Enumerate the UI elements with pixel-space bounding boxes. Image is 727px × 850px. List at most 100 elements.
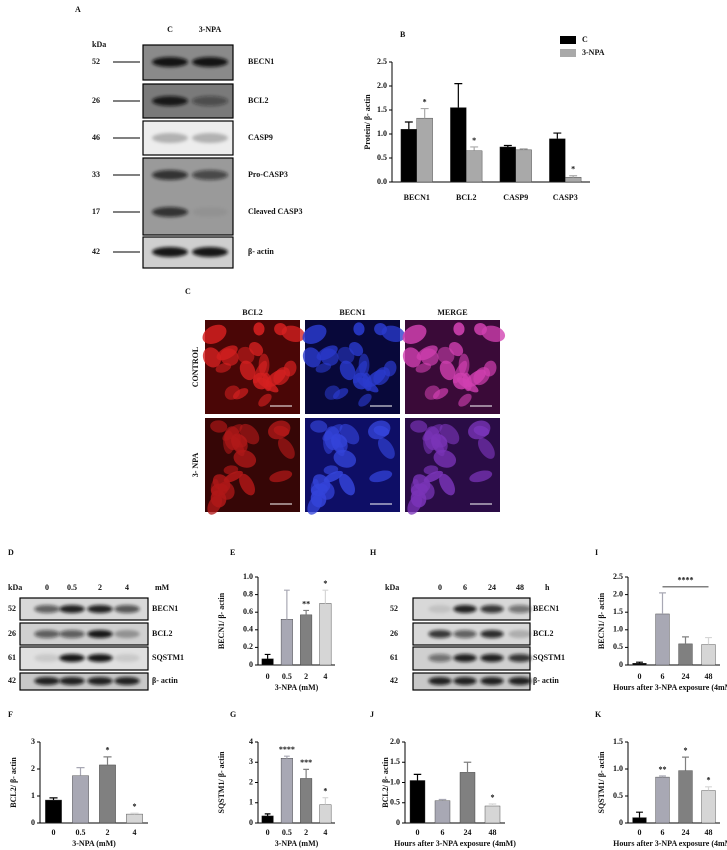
kda-marker: 52 <box>8 604 16 613</box>
x-tick-label: 2 <box>304 828 308 837</box>
y-tick-label: 2.0 <box>613 589 623 598</box>
error-bar <box>49 797 58 801</box>
cell <box>453 360 467 384</box>
band <box>152 57 188 67</box>
y-tick-label: 0.5 <box>613 791 623 800</box>
bar <box>319 804 332 824</box>
kda-marker: 42 <box>8 676 16 685</box>
cell <box>437 346 455 364</box>
bar <box>678 770 693 824</box>
blot-box <box>142 157 234 236</box>
band <box>87 677 113 685</box>
error-bar <box>636 661 643 664</box>
x-tick-label: 0 <box>638 828 642 837</box>
legend-swatch <box>560 36 576 44</box>
lane-label: 0.5 <box>67 583 77 592</box>
x-tick-label: 0.5 <box>282 672 292 681</box>
band <box>152 133 188 143</box>
significance: * <box>323 787 327 796</box>
error-bar <box>420 107 429 119</box>
lane-label: 3-NPA <box>199 25 222 34</box>
bar <box>515 149 532 183</box>
panel-label: B <box>400 30 406 39</box>
y-tick-label: 1 <box>31 791 35 800</box>
protein-name: BECN1 <box>533 604 559 613</box>
band <box>34 677 60 685</box>
cell <box>302 324 327 345</box>
band <box>114 677 140 685</box>
cell <box>362 372 372 392</box>
legend-label: C <box>582 35 588 44</box>
y-tick-label: 1.5 <box>390 757 400 766</box>
y-axis-title: Protein/ β- actin <box>363 94 372 150</box>
cell <box>477 437 495 459</box>
cell <box>433 449 457 468</box>
x-tick-label: 6 <box>661 828 665 837</box>
protein-name: β- actin <box>533 676 559 685</box>
y-tick-label: 3 <box>31 737 35 746</box>
bar <box>300 614 313 666</box>
bar <box>459 772 476 824</box>
band <box>453 630 477 638</box>
cell <box>258 393 272 407</box>
cell <box>415 362 432 373</box>
error-bar <box>264 813 271 816</box>
lane-label: 0 <box>45 583 49 592</box>
x-tick-label: 6 <box>661 672 665 681</box>
panel-label: F <box>8 710 13 719</box>
band <box>87 654 113 662</box>
error-bar <box>454 83 463 108</box>
error-bar <box>438 798 447 801</box>
x-tick-label: 0.5 <box>282 828 292 837</box>
cell <box>410 420 428 433</box>
bar <box>450 107 467 183</box>
kda-unit: kDa <box>385 583 399 592</box>
band <box>34 630 60 638</box>
y-axis-title: BCL2/ β- actin <box>9 757 18 808</box>
cell <box>458 393 472 407</box>
y-tick-label: 0.5 <box>390 798 400 807</box>
significance: ** <box>659 765 667 774</box>
cell <box>269 470 293 483</box>
error-bar <box>103 756 112 765</box>
annotation: **** <box>678 576 694 585</box>
significance: * <box>472 136 476 145</box>
y-tick-label: 1.0 <box>613 625 623 634</box>
x-axis-title: 3-NPA (mM) <box>275 839 319 848</box>
y-axis-title: SQSTM1/ β- actin <box>597 751 606 814</box>
x-axis-title: Hours after 3-NPA exposure (4mM) <box>613 683 727 692</box>
cell <box>402 324 427 345</box>
cell <box>315 362 332 373</box>
cell <box>253 322 265 336</box>
column-label: BCL2 <box>242 308 262 317</box>
error-bar <box>519 148 528 150</box>
bar <box>466 150 483 183</box>
band <box>192 170 228 180</box>
cell <box>320 348 339 366</box>
band <box>114 605 140 613</box>
lane-unit: h <box>545 583 550 592</box>
bar <box>655 613 670 666</box>
lane-label: 0 <box>438 583 442 592</box>
protein-name: β- actin <box>248 247 274 256</box>
significance: *** <box>300 758 312 767</box>
lane-label: 6 <box>463 583 467 592</box>
error-bar <box>283 755 290 759</box>
band <box>192 247 228 257</box>
column-label: BECN1 <box>339 308 365 317</box>
lane-label: C <box>167 25 173 34</box>
bar <box>484 805 501 824</box>
cell <box>407 494 423 515</box>
x-tick-label: 0 <box>266 828 270 837</box>
error-bar <box>130 812 139 815</box>
x-tick-label: 0 <box>638 672 642 681</box>
band <box>428 677 452 685</box>
cell <box>368 420 391 440</box>
cell <box>439 360 456 381</box>
y-tick-label: 2 <box>31 764 35 773</box>
column-label: MERGE <box>437 308 467 317</box>
x-tick-label: 0 <box>416 828 420 837</box>
error-bar <box>303 609 310 615</box>
band <box>87 605 113 613</box>
cell <box>323 470 343 483</box>
